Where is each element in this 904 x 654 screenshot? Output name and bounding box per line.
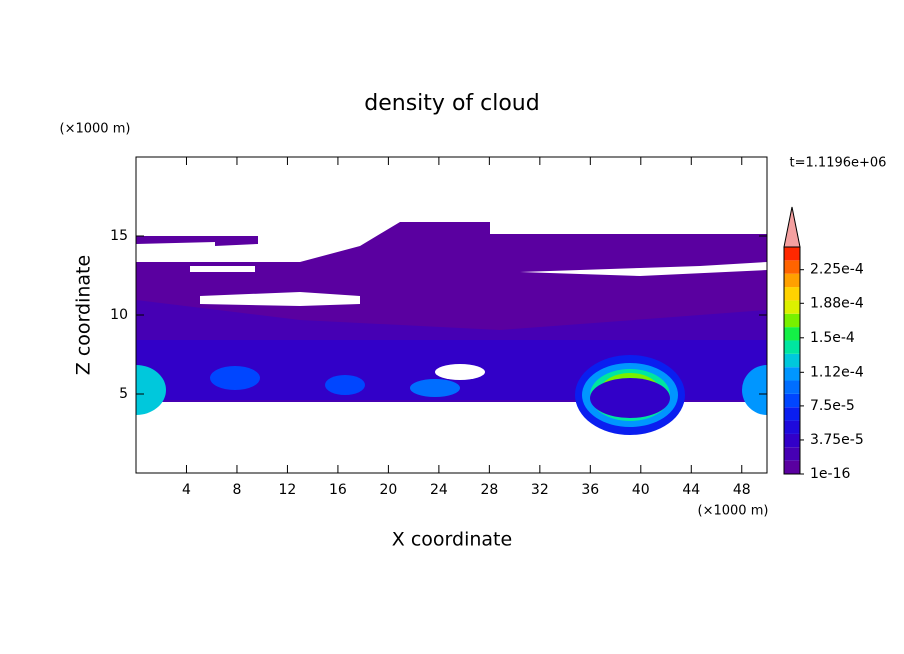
colorbar-band xyxy=(784,313,800,328)
y-tick-label: 10 xyxy=(110,307,128,323)
colorbar-band xyxy=(784,273,800,288)
colorbar-band xyxy=(784,433,800,448)
y-axis-title: Z coordinate xyxy=(73,255,95,375)
colorbar-extension xyxy=(783,206,801,248)
x-tick-label: 24 xyxy=(430,482,448,498)
colorbar-band xyxy=(784,300,800,314)
y-tick-label: 5 xyxy=(119,386,128,402)
chart-title: density of cloud xyxy=(364,91,539,116)
colorbar-band xyxy=(784,247,800,261)
colorbar-band xyxy=(784,393,800,408)
colorbar-label: 1e-16 xyxy=(810,466,850,482)
x-tick-label: 28 xyxy=(480,482,498,498)
x-axis-title: X coordinate xyxy=(392,529,512,551)
colorbar-band xyxy=(784,340,800,354)
x-tick-label: 4 xyxy=(182,482,191,498)
colorbar-label: 7.5e-5 xyxy=(810,398,855,414)
x-tick-label: 48 xyxy=(733,482,751,498)
x-tick-label: 40 xyxy=(632,482,650,498)
colorbar-frame xyxy=(783,246,801,475)
colorbar-band xyxy=(784,327,800,341)
colorbar-label: 2.25e-4 xyxy=(810,262,864,278)
colorbar-label: 3.75e-5 xyxy=(810,432,864,448)
x-tick-label: 44 xyxy=(682,482,700,498)
contour-field xyxy=(136,222,767,435)
colorbar-band xyxy=(784,287,800,301)
x-tick-label: 20 xyxy=(379,482,397,498)
colorbar-label: 1.5e-4 xyxy=(810,330,855,346)
x-tick-label: 8 xyxy=(232,482,241,498)
y-unit: (×1000 m) xyxy=(60,122,131,137)
x-tick-label: 12 xyxy=(279,482,297,498)
colorbar-band xyxy=(784,260,800,274)
x-unit: (×1000 m) xyxy=(698,504,769,519)
annotation: t=1.1196e+06 xyxy=(790,156,887,171)
x-tick-label: 36 xyxy=(581,482,599,498)
colorbar-band xyxy=(784,420,800,434)
colorbar-band xyxy=(784,353,800,368)
colorbar-band xyxy=(784,460,800,474)
colorbar-label: 1.12e-4 xyxy=(810,364,864,380)
colorbar-band xyxy=(784,380,800,394)
colorbar-band xyxy=(784,367,800,381)
colorbar-label: 1.88e-4 xyxy=(810,295,864,311)
colorbar-band xyxy=(784,447,800,461)
x-tick-label: 32 xyxy=(531,482,549,498)
colorbar-band xyxy=(784,407,800,421)
x-tick-label: 16 xyxy=(329,482,347,498)
y-tick-label: 15 xyxy=(110,228,128,244)
